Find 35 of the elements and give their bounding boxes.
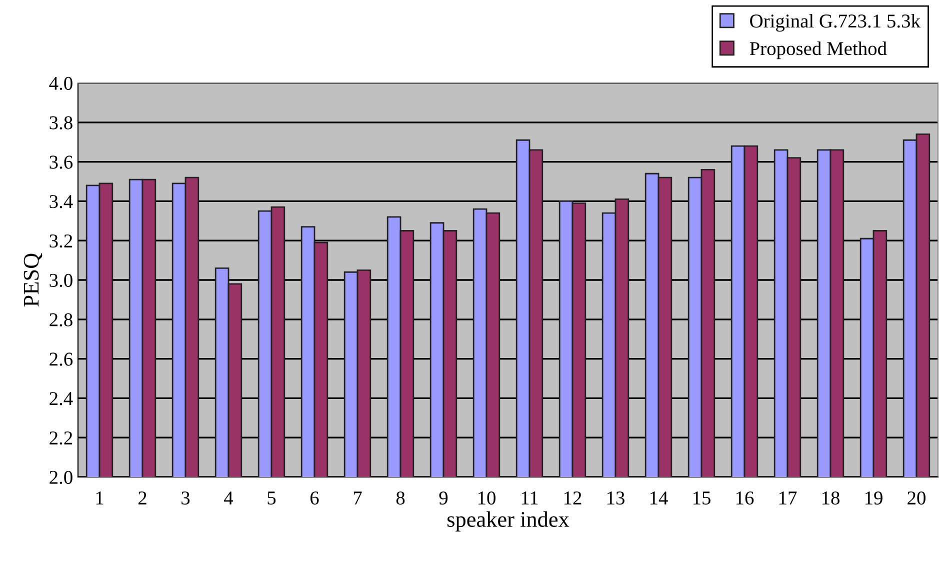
y-tick-label: 2.2 [50, 431, 72, 445]
x-tick-label: 2 [138, 492, 146, 504]
x-tick-label: 13 [607, 492, 624, 505]
y-tick-label: 2.6 [50, 352, 73, 366]
x-tick-label: 18 [822, 491, 840, 505]
legend-label: Original G.723.1 5.3k [750, 14, 920, 32]
x-axis-title: speaker index [448, 511, 570, 532]
x-tick-label: 7 [354, 492, 362, 504]
x-tick-label: 3 [182, 492, 190, 505]
y-tick-label: 3.0 [50, 274, 72, 288]
y-tick-label: 2.0 [50, 470, 72, 484]
x-tick-label: 15 [693, 492, 710, 505]
y-tick-label: 3.6 [50, 156, 73, 169]
y-tick-label: 3.8 [50, 116, 72, 130]
legend-label: Proposed Method [750, 41, 887, 60]
y-axis-title: PESQ [24, 253, 42, 307]
x-tick-label: 10 [478, 491, 496, 505]
x-tick-label: 8 [396, 491, 405, 505]
y-tick-label: 2.4 [50, 392, 73, 406]
x-tick-label: 12 [564, 492, 582, 504]
x-tick-label: 11 [522, 492, 538, 504]
y-tick-label: 2.8 [50, 313, 72, 326]
x-tick-label: 9 [439, 492, 448, 505]
x-tick-label: 5 [268, 492, 276, 505]
y-tick-label: 3.2 [50, 234, 72, 248]
x-tick-label: 17 [779, 492, 797, 504]
x-tick-label: 16 [736, 492, 754, 505]
y-tick-label: 3.4 [50, 195, 73, 208]
x-tick-label: 20 [908, 491, 926, 505]
x-tick-label: 1 [96, 492, 104, 504]
x-tick-label: 6 [310, 492, 319, 505]
y-tick-label: 4.0 [49, 76, 72, 90]
x-tick-label: 4 [224, 492, 234, 504]
x-tick-label: 14 [650, 492, 668, 504]
x-tick-label: 19 [865, 492, 882, 505]
